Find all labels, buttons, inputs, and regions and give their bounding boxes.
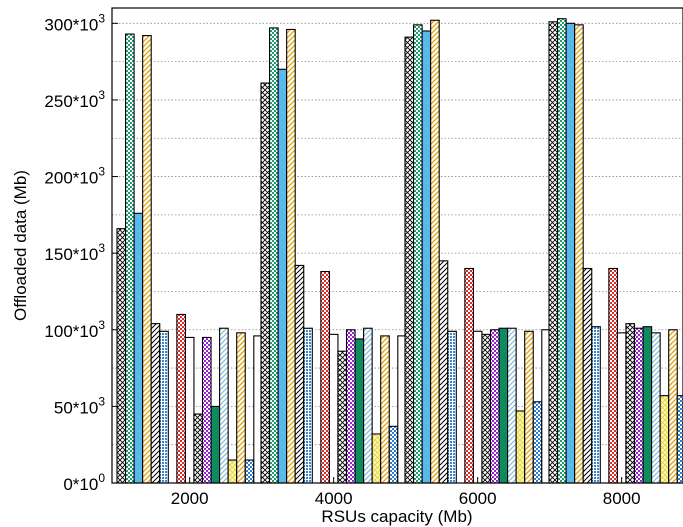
bar (489, 329, 500, 484)
bar (150, 323, 161, 484)
bar (616, 332, 627, 484)
bar (421, 30, 432, 484)
bar (176, 313, 186, 484)
bar (498, 327, 509, 484)
bar (277, 68, 288, 484)
bar (244, 459, 255, 484)
bar (642, 326, 653, 484)
bar (651, 332, 661, 484)
bar (430, 19, 440, 484)
bar (633, 327, 644, 484)
y-axis-title: Offloaded data (Mb) (11, 170, 30, 321)
bar (574, 24, 584, 484)
bar (438, 260, 449, 484)
bar (625, 323, 636, 484)
y-tick-label: 0*100 (63, 471, 105, 494)
bar (668, 329, 678, 484)
x-axis-ticks: 2000 4000 6000 8000 (171, 477, 641, 508)
bar (320, 270, 330, 484)
x-axis-title: RSUs capacity (Mb) (321, 507, 472, 526)
bar (294, 264, 305, 484)
bar (193, 413, 204, 484)
y-tick-label: 300*103 (44, 11, 105, 34)
y-tick-label: 200*103 (44, 165, 105, 188)
bar (412, 24, 423, 484)
bar (303, 327, 313, 484)
bar (133, 212, 144, 484)
bar (260, 82, 271, 484)
y-tick-label: 100*103 (44, 318, 105, 341)
bar (582, 267, 593, 484)
y-axis-ticks: 0*100 50*103 100*103 150*103 200*103 250*103 3… (44, 11, 118, 494)
bar (371, 433, 382, 484)
bar (472, 330, 483, 484)
bar (380, 335, 390, 484)
bar (286, 28, 296, 484)
y-tick-label: 50*103 (54, 394, 105, 417)
bar (388, 425, 399, 484)
bar (337, 350, 348, 484)
bar (464, 267, 474, 484)
bar (236, 332, 246, 484)
bar (591, 326, 601, 484)
y-tick-label: 150*103 (44, 241, 105, 264)
bar (142, 35, 152, 484)
bar (210, 405, 221, 484)
bar (676, 395, 683, 484)
bars (116, 18, 683, 484)
bar (354, 338, 365, 484)
bar (219, 327, 229, 484)
bar (556, 18, 567, 484)
x-tick-label: 8000 (603, 489, 641, 508)
bar (227, 459, 238, 484)
bar (565, 22, 576, 484)
bar (345, 329, 356, 484)
bar (363, 327, 373, 484)
bar (184, 336, 195, 484)
bar (201, 336, 212, 484)
x-tick-label: 4000 (315, 489, 353, 508)
y-tick-label: 250*103 (44, 88, 105, 111)
bar (268, 27, 279, 484)
bar (548, 21, 559, 484)
bar (328, 333, 339, 484)
bar (159, 330, 169, 484)
x-tick-label: 6000 (459, 489, 497, 508)
bar (532, 401, 543, 484)
plot-frame (111, 7, 683, 484)
bar (125, 33, 135, 484)
bar (515, 410, 526, 484)
x-tick-label: 2000 (171, 489, 209, 508)
bar (404, 36, 415, 484)
bar (659, 395, 670, 484)
bar (608, 267, 618, 484)
bar (524, 330, 534, 484)
bar (116, 228, 127, 484)
bar (507, 327, 517, 484)
bar (481, 333, 492, 484)
bar (447, 330, 457, 484)
